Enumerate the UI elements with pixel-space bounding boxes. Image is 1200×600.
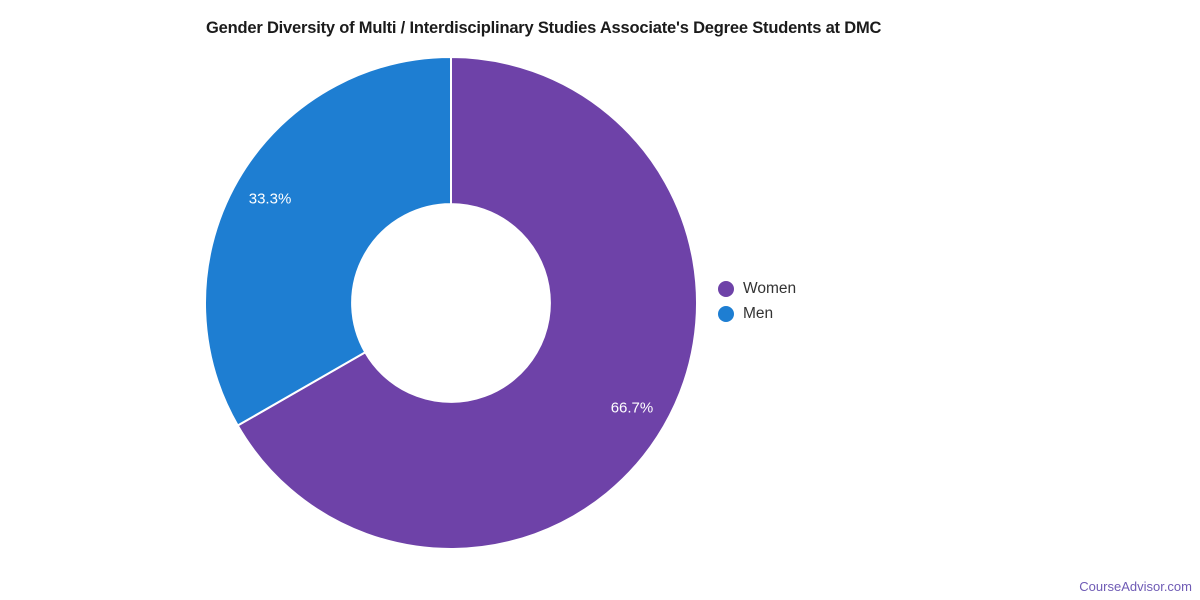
pie-slice-men[interactable] xyxy=(204,56,452,427)
watermark-link[interactable]: CourseAdvisor.com xyxy=(1079,579,1192,594)
legend-item-men[interactable]: Men xyxy=(718,306,796,322)
pie-slice-women[interactable] xyxy=(236,56,698,550)
legend-marker-women xyxy=(718,281,734,297)
chart-title: Gender Diversity of Multi / Interdiscipl… xyxy=(206,19,882,37)
legend: Women Men xyxy=(718,281,796,322)
slice-label-women: 66.7% xyxy=(611,400,654,417)
slice-label-men: 33.3% xyxy=(249,190,292,207)
legend-label-women: Women xyxy=(743,280,797,297)
legend-marker-men xyxy=(718,306,734,322)
legend-item-women[interactable]: Women xyxy=(718,281,796,297)
legend-label-men: Men xyxy=(743,305,774,322)
